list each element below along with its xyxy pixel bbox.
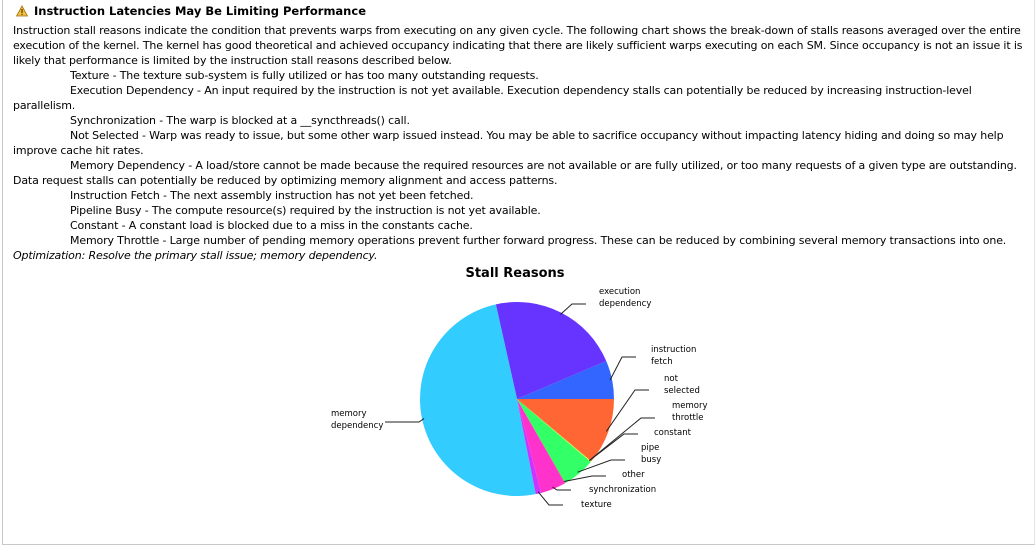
- leader-line: [385, 418, 425, 423]
- description: Instruction stall reasons indicate the c…: [13, 23, 1035, 263]
- pie-slice-instruction-fetch: [517, 361, 614, 399]
- slice-label-constant: constant: [654, 428, 692, 438]
- reason-pipeline-busy: Pipeline Busy - The compute resource(s) …: [70, 204, 541, 217]
- reason-synchronization: Synchronization - The warp is blocked at…: [70, 114, 410, 127]
- slice-label-execution-dependency: execution dependency: [599, 287, 651, 309]
- slice-label-texture: texture: [581, 500, 612, 510]
- leader-line: [560, 303, 586, 315]
- reason-constant: Constant - A constant load is blocked du…: [70, 219, 473, 232]
- pie-slice-other: [517, 399, 566, 484]
- reason-texture: Texture - The texture sub-system is full…: [70, 69, 539, 82]
- slice-label-other: other: [622, 470, 645, 480]
- leader-line: [552, 486, 571, 491]
- pie-slice-not-selected: [517, 399, 614, 462]
- leader-line: [589, 417, 655, 461]
- section-header: Instruction Latencies May Be Limiting Pe…: [16, 4, 366, 18]
- slice-label-synchronization: synchronization: [589, 485, 656, 495]
- pie-slice-memory-dependency: [419, 304, 536, 497]
- slice-label-instruction-fetch: instruction fetch: [651, 345, 696, 367]
- pie-slice-execution-dependency: [495, 302, 607, 399]
- pie-slice-pipe-busy: [517, 399, 591, 484]
- warning-icon: [16, 5, 28, 17]
- pie-slice-memory-throttle: [517, 399, 592, 462]
- reason-memory-throttle: Memory Throttle - Large number of pendin…: [70, 234, 1007, 247]
- leader-line: [605, 389, 649, 432]
- stall-reasons-pie-chart: Stall Reasons instruction fetch execution d…: [331, 266, 708, 510]
- slice-label-pipe-busy: pipe busy: [641, 443, 661, 465]
- leader-line: [577, 459, 625, 473]
- reason-instruction-fetch: Instruction Fetch - The next assembly in…: [70, 189, 474, 202]
- intro-text: Instruction stall reasons indicate the c…: [13, 24, 1023, 67]
- reason-execution-dependency: Execution Dependency - An input required…: [13, 84, 972, 112]
- slice-label-not-selected: not selected: [664, 374, 700, 396]
- leader-line: [537, 491, 563, 506]
- optimization-text: Optimization: Resolve the primary stall …: [13, 249, 378, 262]
- chart-title: Stall Reasons: [465, 266, 564, 281]
- pie-slice-synchronization: [517, 399, 565, 493]
- leader-line: [563, 475, 606, 483]
- reason-memory-dependency: Memory Dependency - A load/store cannot …: [13, 159, 1017, 187]
- pie-slice-texture: [517, 399, 542, 495]
- pie-slice-constant: [517, 399, 591, 463]
- slice-label-memory-throttle: memory throttle: [672, 401, 708, 423]
- leader-line: [609, 356, 636, 381]
- reason-not-selected: Not Selected - Warp was ready to issue, …: [13, 129, 1004, 157]
- section-title: Instruction Latencies May Be Limiting Pe…: [34, 4, 366, 18]
- slice-label-memory-dependency: memory dependency: [331, 409, 383, 431]
- leader-line: [588, 433, 638, 462]
